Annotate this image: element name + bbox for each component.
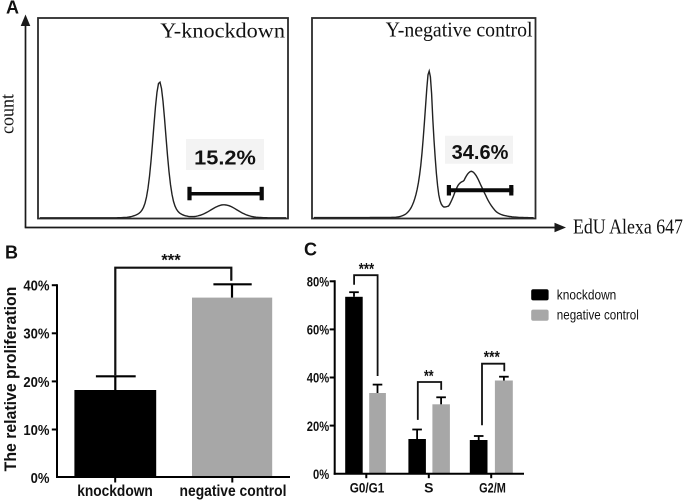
svg-text:negative control: negative control xyxy=(180,483,287,500)
svg-text:***: *** xyxy=(359,260,375,279)
svg-text:***: *** xyxy=(484,348,500,366)
svg-text:negative control: negative control xyxy=(557,307,639,323)
svg-text:C: C xyxy=(304,240,317,260)
svg-text:40%: 40% xyxy=(23,277,50,294)
svg-text:80%: 80% xyxy=(307,274,329,289)
svg-text:The relative proliferation: The relative proliferation xyxy=(2,287,20,472)
svg-text:count: count xyxy=(0,93,19,134)
svg-text:0%: 0% xyxy=(31,469,50,486)
svg-text:20%: 20% xyxy=(307,419,329,434)
svg-text:EdU Alexa 647: EdU Alexa 647 xyxy=(573,216,683,239)
svg-text:knockdown: knockdown xyxy=(557,287,617,303)
svg-text:60%: 60% xyxy=(307,322,329,337)
svg-text:**: ** xyxy=(424,368,434,386)
svg-text:30%: 30% xyxy=(23,325,50,342)
svg-text:B: B xyxy=(5,242,18,262)
svg-text:G0/G1: G0/G1 xyxy=(350,480,385,496)
svg-text:34.6%: 34.6% xyxy=(452,142,509,164)
svg-text:20%: 20% xyxy=(23,373,50,390)
svg-text:Y-negative control: Y-negative control xyxy=(386,19,533,42)
svg-text:knockdown: knockdown xyxy=(77,483,153,500)
svg-text:S: S xyxy=(424,480,433,496)
svg-text:A: A xyxy=(6,0,19,18)
svg-text:***: *** xyxy=(161,252,181,270)
svg-text:Y-knockdown: Y-knockdown xyxy=(160,19,285,42)
svg-text:G2/M: G2/M xyxy=(479,480,506,496)
svg-text:15.2%: 15.2% xyxy=(194,147,256,169)
svg-text:10%: 10% xyxy=(23,421,50,438)
svg-text:40%: 40% xyxy=(307,371,329,386)
svg-text:0%: 0% xyxy=(313,467,329,482)
